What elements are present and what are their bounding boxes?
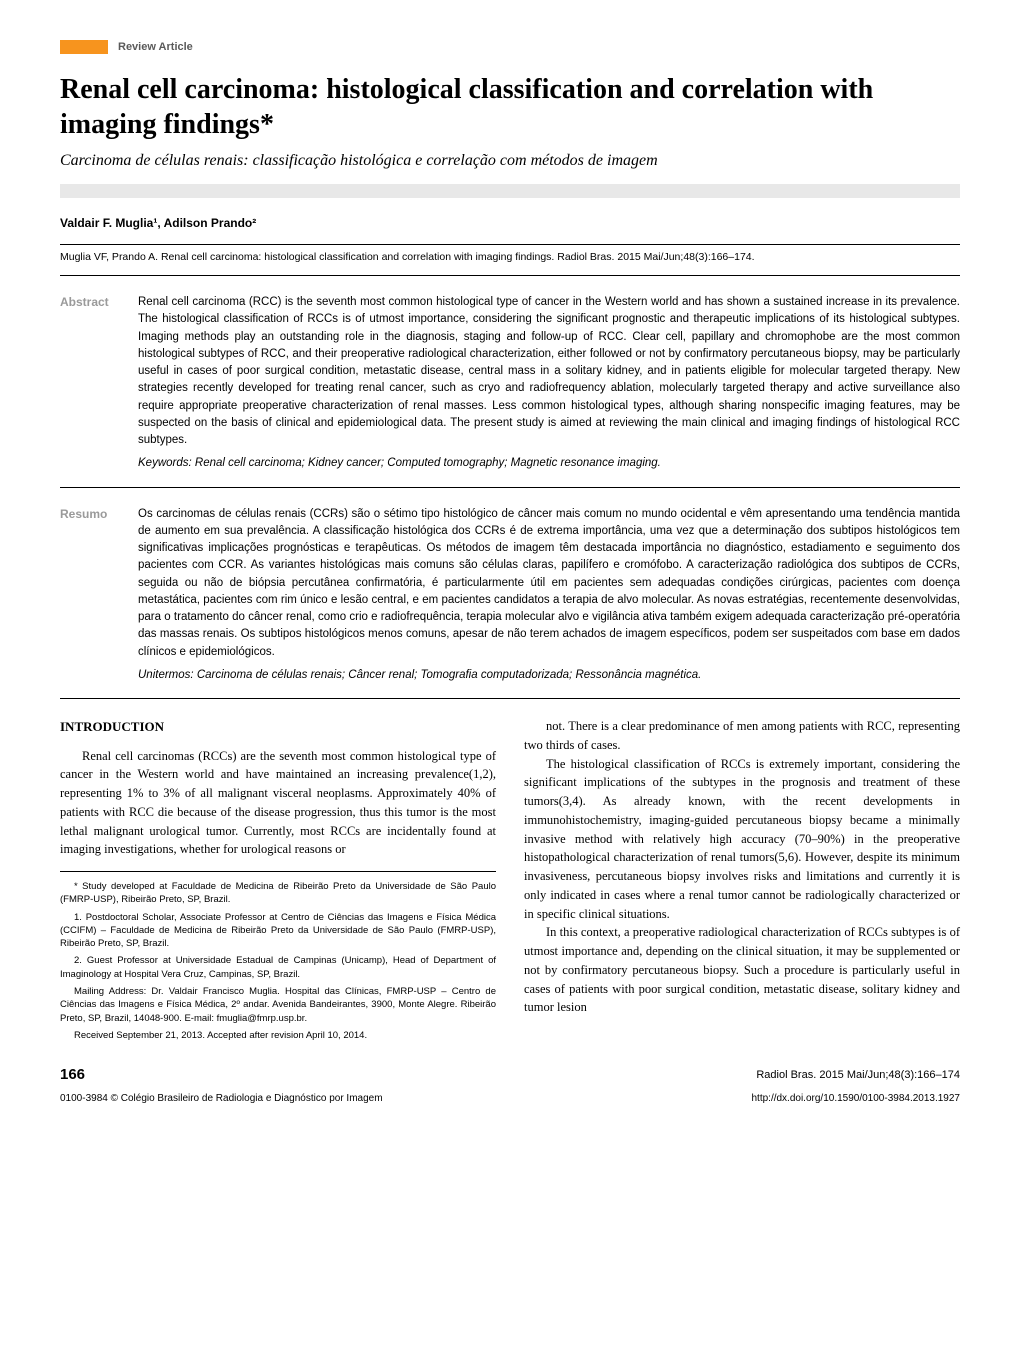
body-paragraph: The histological classification of RCCs … (524, 755, 960, 924)
unitermos-text: Carcinoma de células renais; Câncer rena… (197, 669, 702, 681)
footnote: Received September 21, 2013. Accepted af… (60, 1029, 496, 1042)
keywords-label: Keywords: (138, 457, 192, 469)
body-paragraph: In this context, a preoperative radiolog… (524, 923, 960, 1017)
resumo-block: Resumo Os carcinomas de células renais (… (60, 506, 960, 685)
unitermos-line: Unitermos: Carcinoma de células renais; … (138, 667, 960, 684)
abstract-divider (60, 487, 960, 488)
body-paragraph: Renal cell carcinomas (RCCs) are the sev… (60, 747, 496, 860)
footnote: * Study developed at Faculdade de Medici… (60, 880, 496, 907)
abstract-block: Abstract Renal cell carcinoma (RCC) is t… (60, 294, 960, 473)
gray-band-divider (60, 184, 960, 198)
footer-bottom-row: 0100-3984 © Colégio Brasileiro de Radiol… (60, 1093, 960, 1104)
authors-line: Valdair F. Muglia¹, Adilson Prando² (60, 216, 960, 230)
keywords-text: Renal cell carcinoma; Kidney cancer; Com… (195, 457, 661, 469)
page-number: 166 (60, 1066, 85, 1083)
footnote: 1. Postdoctoral Scholar, Associate Profe… (60, 911, 496, 951)
citation-top-rule (60, 244, 960, 245)
footnote: 2. Guest Professor at Universidade Estad… (60, 954, 496, 981)
article-title: Renal cell carcinoma: histological class… (60, 72, 960, 142)
citation-line: Muglia VF, Prando A. Renal cell carcinom… (60, 251, 960, 276)
body-paragraph: not. There is a clear predominance of me… (524, 717, 960, 755)
introduction-heading: INTRODUCTION (60, 717, 496, 737)
section-label: Review Article (118, 41, 193, 53)
body-columns: INTRODUCTION Renal cell carcinomas (RCCs… (60, 717, 960, 1046)
footnote: Mailing Address: Dr. Valdair Francisco M… (60, 985, 496, 1025)
orange-accent-block (60, 40, 108, 54)
footnote-divider (60, 871, 496, 872)
section-header: Review Article (60, 40, 960, 54)
resumo-label: Resumo (60, 506, 138, 685)
right-column: not. There is a clear predominance of me… (524, 717, 960, 1046)
resumo-body: Os carcinomas de células renais (CCRs) s… (138, 508, 960, 658)
left-column: INTRODUCTION Renal cell carcinomas (RCCs… (60, 717, 496, 1046)
abstract-label: Abstract (60, 294, 138, 473)
abstract-body: Renal cell carcinoma (RCC) is the sevent… (138, 296, 960, 446)
copyright-text: 0100-3984 © Colégio Brasileiro de Radiol… (60, 1093, 383, 1104)
resumo-divider (60, 698, 960, 699)
doi-link[interactable]: http://dx.doi.org/10.1590/0100-3984.2013… (751, 1093, 960, 1104)
article-subtitle: Carcinoma de células renais: classificaç… (60, 152, 960, 170)
resumo-text: Os carcinomas de células renais (CCRs) s… (138, 506, 960, 685)
journal-reference: Radiol Bras. 2015 Mai/Jun;48(3):166–174 (756, 1069, 960, 1081)
page-footer: 166 Radiol Bras. 2015 Mai/Jun;48(3):166–… (60, 1066, 960, 1083)
unitermos-label: Unitermos: (138, 669, 194, 681)
abstract-text: Renal cell carcinoma (RCC) is the sevent… (138, 294, 960, 473)
keywords-line: Keywords: Renal cell carcinoma; Kidney c… (138, 455, 960, 472)
